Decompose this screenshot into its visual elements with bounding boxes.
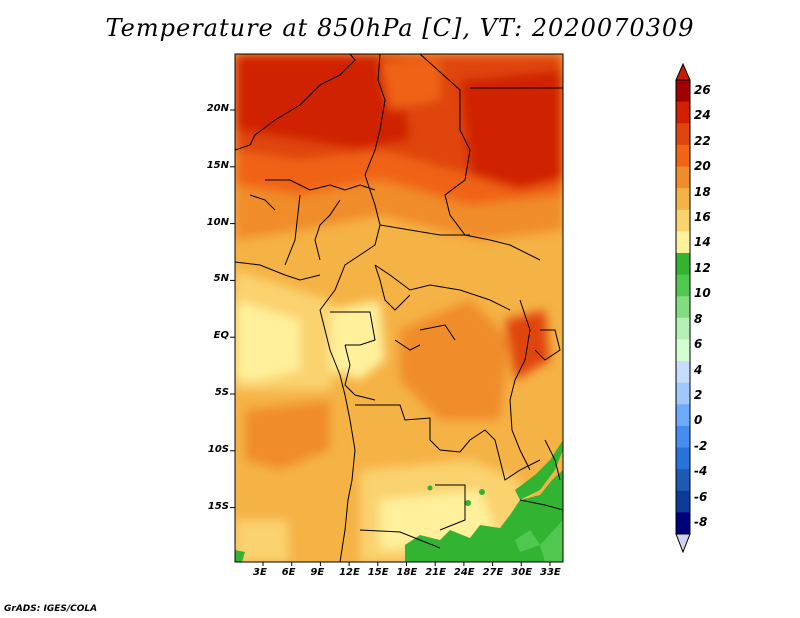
colorbar-label: 6 bbox=[694, 337, 703, 352]
colorbar-swatch bbox=[676, 382, 690, 405]
colorbar-label: 20 bbox=[694, 159, 711, 174]
colorbar-label: 26 bbox=[694, 82, 711, 97]
colorbar-swatch bbox=[676, 166, 690, 189]
colorbar-swatch bbox=[676, 101, 690, 124]
lon-tick-label: 9E bbox=[310, 567, 325, 578]
lon-tick-label: 15E bbox=[367, 567, 389, 578]
colorbar-swatch bbox=[676, 274, 690, 297]
colorbar-label: 2 bbox=[694, 388, 703, 403]
colorbar-label: -8 bbox=[694, 515, 708, 530]
colorbar-swatch bbox=[676, 425, 690, 449]
lat-tick-label: 15S bbox=[207, 500, 229, 512]
lon-tick-marks bbox=[262, 562, 551, 566]
colorbar-swatch bbox=[676, 447, 690, 470]
lon-tick-label: 3E bbox=[253, 567, 267, 578]
lat-tick-label: 5N bbox=[213, 273, 229, 285]
lat-tick-label: 15N bbox=[206, 159, 229, 171]
lat-tick-label: EQ bbox=[213, 330, 229, 342]
lon-tick-label: 21E bbox=[425, 567, 446, 578]
colorbar-label: 14 bbox=[694, 235, 711, 250]
colorbar-label: 16 bbox=[694, 209, 711, 224]
lon-tick-label: 30E bbox=[511, 567, 533, 578]
colorbar-swatch bbox=[676, 123, 690, 146]
lon-tick-label: 6E bbox=[281, 567, 296, 578]
colorbar-swatch bbox=[676, 469, 690, 492]
lat-tick-label: 10N bbox=[206, 216, 229, 228]
colorbar-label: 10 bbox=[694, 286, 711, 301]
colorbar-swatch bbox=[676, 512, 690, 535]
lon-tick-label: 24E bbox=[453, 567, 475, 578]
lat-tick-label: 20N bbox=[206, 103, 229, 114]
colorbar-swatch bbox=[676, 317, 690, 340]
cool-patches bbox=[235, 440, 563, 562]
colorbar-label: 8 bbox=[694, 311, 703, 326]
colorbar-swatch bbox=[676, 188, 690, 211]
borders bbox=[235, 54, 563, 562]
colorbar-swatch bbox=[676, 404, 690, 427]
colorbar-swatch bbox=[676, 490, 690, 513]
colorbar-swatch bbox=[676, 144, 690, 167]
colorbar-swatch bbox=[676, 296, 690, 319]
lon-tick-label: 27E bbox=[482, 567, 504, 578]
lat-tick-label: 5S bbox=[214, 387, 229, 398]
colorbar-swatch bbox=[676, 231, 690, 254]
colorbar-label: -2 bbox=[694, 438, 708, 453]
map-title: Temperature at 850hPa [C], VT: 202007030… bbox=[105, 14, 695, 42]
colorbar-swatch bbox=[676, 361, 690, 384]
colorbar-label: 22 bbox=[694, 133, 711, 148]
colorbar-label: 4 bbox=[694, 362, 703, 377]
colorbar-label: 0 bbox=[694, 413, 703, 428]
map-frame bbox=[234, 53, 564, 563]
colorbar-label: -6 bbox=[694, 489, 708, 504]
lat-tick-marks bbox=[230, 109, 235, 509]
lon-tick-label: 18E bbox=[396, 567, 418, 578]
colorbar-swatch bbox=[676, 209, 690, 232]
colorbar bbox=[675, 62, 691, 554]
colorbar-label: 24 bbox=[694, 108, 711, 123]
colorbar-label: 12 bbox=[694, 260, 711, 275]
lon-tick-label: 12E bbox=[339, 567, 360, 578]
grads-credit: GrADS: IGES/COLA bbox=[4, 604, 98, 614]
lon-tick-label: 33E bbox=[540, 567, 561, 578]
colorbar-swatch bbox=[676, 80, 690, 103]
colorbar-swatch bbox=[676, 252, 690, 276]
colorbar-swatch bbox=[676, 339, 690, 362]
colorbar-bottom-arrow bbox=[675, 533, 691, 554]
colorbar-frame bbox=[675, 79, 691, 535]
colorbar-label: -4 bbox=[694, 464, 708, 479]
colorbar-label: 18 bbox=[694, 184, 711, 199]
lat-tick-label: 10S bbox=[207, 443, 229, 455]
temperature-field bbox=[235, 54, 563, 562]
colorbar-top-arrow bbox=[675, 62, 691, 81]
